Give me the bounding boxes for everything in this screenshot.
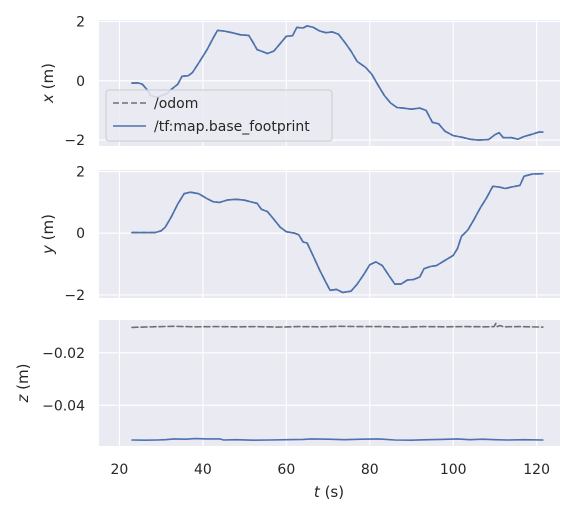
y-tick-label: 2: [76, 14, 85, 30]
y-tick-label: 2: [76, 165, 85, 181]
panel-z-background: [99, 320, 560, 446]
panel-z: −0.04 −0.02 z (m) 20 40 60 80 100 120 t (s): [14, 320, 560, 501]
y-tick-label: −2: [64, 133, 85, 149]
x-tick-label: 40: [194, 462, 212, 478]
panel-y: −2 0 2 y (m): [39, 165, 560, 304]
panel-x-ticks: −2 0 2: [64, 14, 85, 149]
panel-y-series: [131, 172, 544, 294]
panel-z-series: [131, 322, 544, 441]
panel-y-background: [99, 170, 560, 298]
x-tick-label: 20: [111, 462, 129, 478]
panel-x: −2 0 2 x (m) /odom /tf:map.base_footprint: [39, 14, 560, 149]
x-axis-label: t (s): [314, 483, 344, 501]
panel-y-ticks: −2 0 2: [64, 165, 85, 304]
legend-odom-label: /odom: [154, 96, 198, 112]
series-line-tf-map-base-footprint: [131, 172, 544, 294]
y-tick-label: 0: [76, 74, 85, 90]
panel-z-grid: [99, 320, 560, 446]
x-tick-label: 80: [361, 462, 379, 478]
y-tick-label: −2: [64, 288, 85, 304]
panel-z-ticks: −0.04 −0.02: [42, 346, 85, 415]
series-line-tf-map-base-footprint: [131, 25, 544, 141]
legend: /odom /tf:map.base_footprint: [105, 89, 333, 142]
y-tick-label: −0.04: [42, 398, 85, 414]
panel-y-ylabel: y (m): [39, 214, 57, 255]
y-tick-label: −0.02: [42, 346, 85, 362]
series-line-tf-map-base-footprint: [131, 437, 544, 441]
legend-tf-label: /tf:map.base_footprint: [154, 119, 310, 135]
panel-x-ylabel: x (m): [39, 63, 57, 104]
panel-y-grid: [99, 170, 560, 298]
y-tick-label: 0: [76, 226, 85, 242]
x-tick-label: 100: [440, 462, 467, 478]
legend-box: [105, 89, 333, 142]
x-tick-label: 60: [277, 462, 295, 478]
x-tick-label: 120: [523, 462, 550, 478]
panel-z-ylabel: z (m): [14, 364, 32, 404]
panel-x-series: [131, 25, 544, 141]
series-line-odom: [131, 322, 544, 329]
panel-z-xticks: 20 40 60 80 100 120: [111, 462, 550, 478]
